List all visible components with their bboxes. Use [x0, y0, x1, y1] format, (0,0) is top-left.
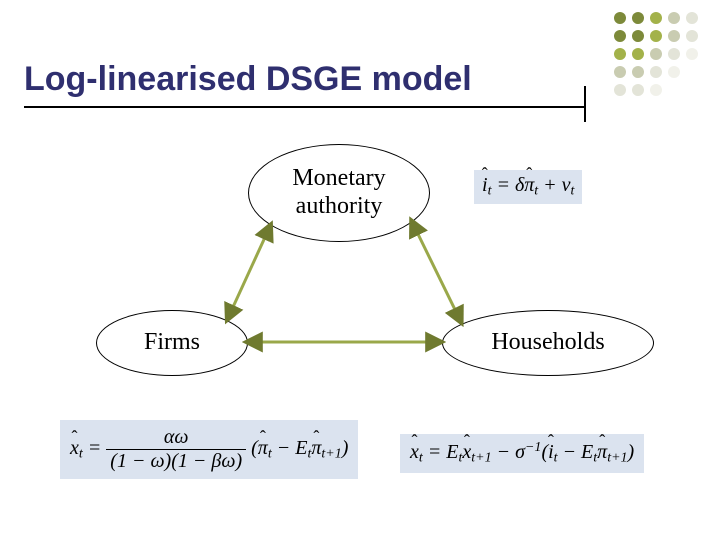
node-firms: Firms	[96, 310, 248, 376]
node-firms-label: Firms	[144, 329, 200, 357]
title-vertical-sep	[584, 86, 586, 122]
node-monetary-authority: Monetaryauthority	[248, 144, 430, 242]
equation-euler: xt = Etxt+1 − σ−1(it − Etπt+1)	[400, 434, 644, 473]
page-title: Log-linearised DSGE model	[24, 60, 472, 99]
slide-root: { "title": { "text": "Log-linearised DSG…	[0, 0, 720, 540]
equation-taylor-rule: it = δπt + νt	[474, 170, 582, 204]
node-households-label: Households	[491, 329, 604, 357]
corner-dot-grid	[614, 12, 704, 107]
title-underline	[24, 106, 584, 108]
node-monetary-authority-label: Monetaryauthority	[292, 165, 385, 220]
node-households: Households	[442, 310, 654, 376]
equation-phillips-curve: xt = αω (1 − ω)(1 − βω) (πt − Etπt+1)	[60, 420, 358, 479]
